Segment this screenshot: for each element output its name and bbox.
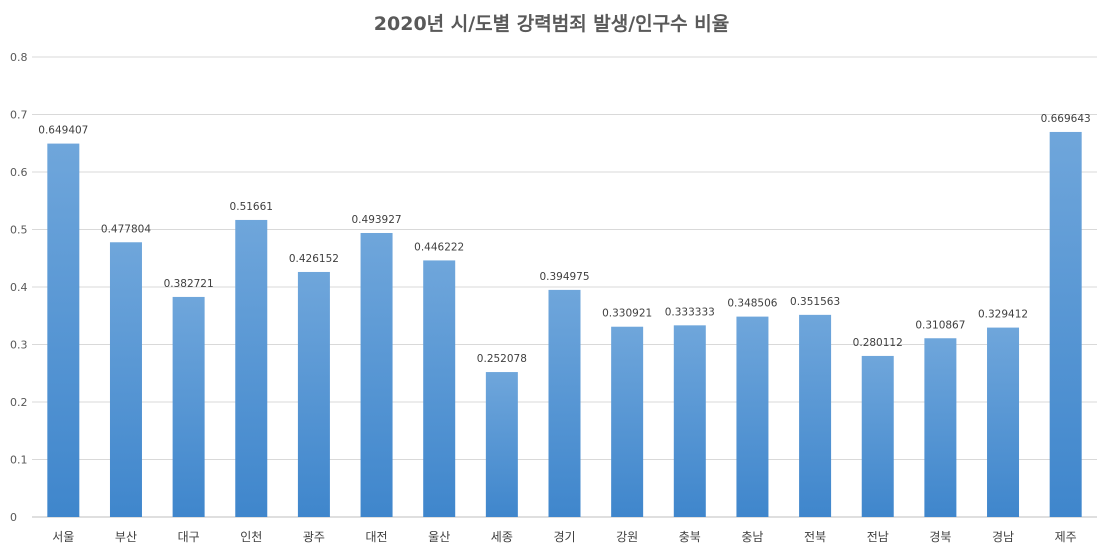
y-tick-label: 0.7 (10, 109, 28, 122)
y-tick-label: 0.5 (10, 224, 28, 237)
data-label: 0.394975 (539, 271, 589, 283)
x-category-label: 제주 (1055, 530, 1077, 544)
chart-title: 2020년 시/도별 강력범죄 발생/인구수 비율 (373, 13, 730, 35)
y-tick-label: 0.4 (10, 281, 28, 294)
bar (235, 219, 268, 517)
x-category-label: 대전 (366, 530, 388, 544)
bar (1049, 131, 1082, 518)
data-label: 0.330921 (602, 308, 652, 320)
data-label: 0.477804 (101, 223, 151, 235)
data-label: 0.669643 (1041, 113, 1091, 125)
x-category-label: 세종 (491, 530, 513, 544)
x-category-label: 충남 (741, 530, 763, 544)
data-label: 0.493927 (352, 214, 402, 226)
data-label: 0.348506 (727, 298, 777, 310)
y-tick-label: 0.6 (10, 166, 28, 179)
bar (109, 242, 142, 517)
y-tick-label: 0.8 (10, 51, 28, 64)
y-axis: 0 0.1 0.2 0.3 0.4 0.5 0.6 0.7 0.8 (10, 51, 28, 524)
data-label: 0.252078 (477, 353, 527, 365)
x-category-label: 강원 (616, 530, 638, 544)
x-category-label: 서울 (52, 530, 74, 544)
x-category-label: 부산 (115, 530, 137, 544)
y-tick-label: 0 (10, 511, 17, 524)
data-label: 0.329412 (978, 309, 1028, 321)
x-category-label: 울산 (428, 530, 450, 544)
x-category-label: 경기 (553, 530, 575, 544)
bar (987, 327, 1020, 517)
y-tick-label: 0.2 (10, 396, 28, 409)
bar (736, 316, 769, 517)
data-label: 0.426152 (289, 253, 339, 265)
data-label: 0.446222 (414, 241, 464, 253)
data-label: 0.280112 (853, 337, 903, 349)
x-category-label: 인천 (240, 529, 262, 544)
bar (548, 289, 581, 517)
data-label: 0.310867 (915, 319, 965, 331)
bar (673, 325, 706, 517)
x-category-label: 전남 (867, 530, 889, 544)
bars (47, 131, 1082, 518)
x-axis: 서울 부산 대구 인천 광주 대전 울산 세종 경기 강원 충북 충남 전북 전남 경북 경남 제주 (52, 529, 1076, 544)
bar (423, 260, 456, 517)
x-category-label: 대구 (178, 530, 200, 544)
y-tick-label: 0.3 (10, 339, 28, 352)
x-category-label: 경북 (929, 530, 951, 544)
x-category-label: 전북 (804, 530, 826, 544)
x-category-label: 광주 (303, 530, 325, 544)
data-label: 0.382721 (164, 278, 214, 290)
y-tick-label: 0.1 (10, 454, 28, 467)
x-category-label: 충북 (679, 530, 701, 544)
bar (172, 296, 205, 517)
data-label: 0.351563 (790, 296, 840, 308)
bar (611, 326, 644, 517)
data-label: 0.333333 (665, 306, 715, 318)
data-label: 0.51661 (230, 201, 273, 213)
bar (360, 232, 393, 517)
bar (485, 372, 518, 517)
bar (861, 355, 894, 517)
bar (924, 338, 957, 517)
x-category-label: 경남 (992, 530, 1014, 544)
bar (47, 143, 80, 517)
data-labels: 0.649407 0.477804 0.382721 0.51661 0.426152 0… (38, 113, 1090, 365)
bar (799, 314, 832, 517)
bar (297, 271, 330, 517)
data-label: 0.649407 (38, 125, 88, 137)
